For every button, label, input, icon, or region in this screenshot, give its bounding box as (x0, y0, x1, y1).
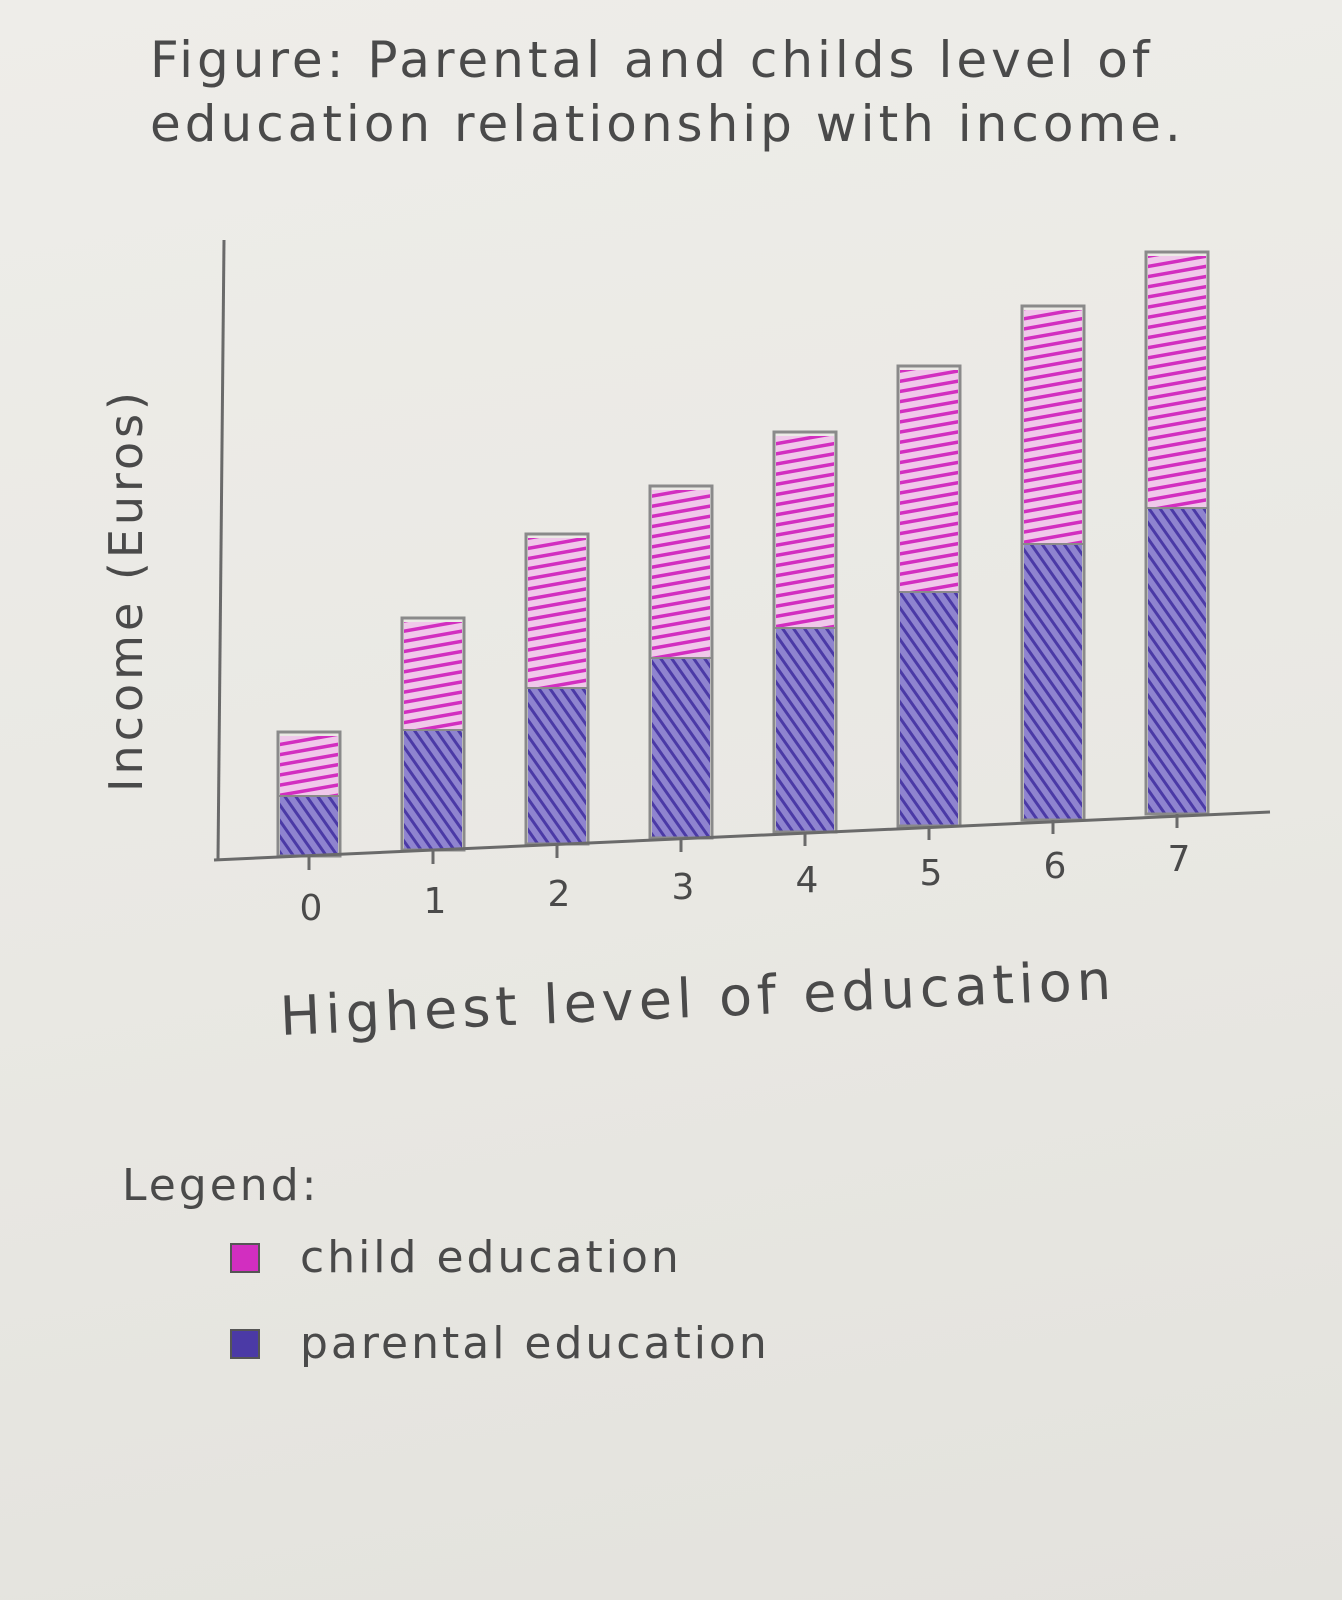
bar-child-7 (1148, 256, 1206, 508)
bar-child-1 (404, 622, 462, 730)
chart-title: Figure: Parental and childs level of edu… (150, 31, 1185, 153)
bar-child-6 (1024, 310, 1082, 544)
bar-child-5 (900, 370, 958, 592)
bar-parental-2 (528, 688, 586, 844)
legend: Legend: child education parental educati… (122, 1160, 1022, 1369)
bar-parental-7 (1148, 508, 1206, 814)
bar-parental-3 (652, 658, 710, 838)
legend-swatch-parental (230, 1328, 260, 1359)
x-tick-label-5: 5 (920, 853, 943, 894)
bar-child-0 (280, 736, 338, 796)
bar-parental-5 (900, 592, 958, 826)
x-tick-label-0: 0 (300, 888, 323, 929)
legend-label-child: child education (300, 1232, 682, 1283)
x-tick-label-1: 1 (424, 881, 447, 922)
bar-parental-1 (404, 730, 462, 850)
y-axis-label: Income (Euros) (99, 387, 153, 793)
bar-parental-0 (280, 796, 338, 856)
bar-parental-6 (1024, 544, 1082, 820)
bar-parental-4 (776, 628, 834, 832)
x-tick-label-7: 7 (1168, 839, 1191, 880)
bar-chart: 0 1 2 3 4 5 6 7 (213, 239, 1271, 929)
legend-item-parental: parental education (230, 1318, 770, 1369)
bar-child-3 (652, 490, 710, 658)
x-tick-label-6: 6 (1044, 846, 1067, 887)
legend-swatch-child (230, 1242, 260, 1273)
legend-item-child: child education (230, 1232, 682, 1283)
y-axis (216, 239, 226, 861)
bar-child-4 (776, 436, 834, 628)
legend-label-parental: parental education (300, 1318, 770, 1369)
x-tick-label-4: 4 (796, 860, 819, 901)
bar-child-2 (528, 538, 586, 688)
legend-title: Legend: (122, 1160, 320, 1211)
x-tick-label-3: 3 (672, 867, 695, 908)
x-axis (213, 810, 1271, 862)
x-tick-label-2: 2 (548, 874, 571, 915)
